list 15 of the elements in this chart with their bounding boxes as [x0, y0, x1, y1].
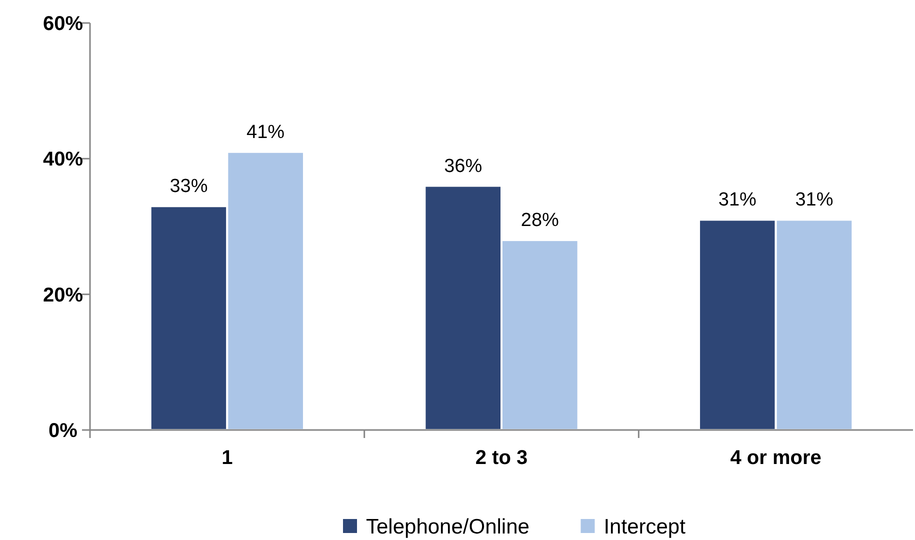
data-label: 41% — [246, 122, 285, 143]
legend-label: Telephone/Online — [366, 515, 530, 538]
x-tick-label: 1 — [222, 447, 233, 469]
data-label: 31% — [718, 190, 757, 211]
data-label: 28% — [520, 210, 560, 232]
y-tick-label: 60% — [42, 13, 84, 35]
y-tick-label: 40% — [42, 148, 84, 171]
data-label: 36% — [444, 156, 482, 177]
x-tick-label: 4 or more — [730, 447, 822, 469]
data-label: 33% — [170, 176, 208, 198]
y-tick-label: 20% — [42, 284, 84, 306]
y-tick-label: 0% — [48, 420, 78, 442]
data-label: 31% — [795, 190, 834, 211]
legend-label: Intercept — [604, 515, 686, 538]
x-tick-label: 2 to 3 — [475, 447, 528, 469]
